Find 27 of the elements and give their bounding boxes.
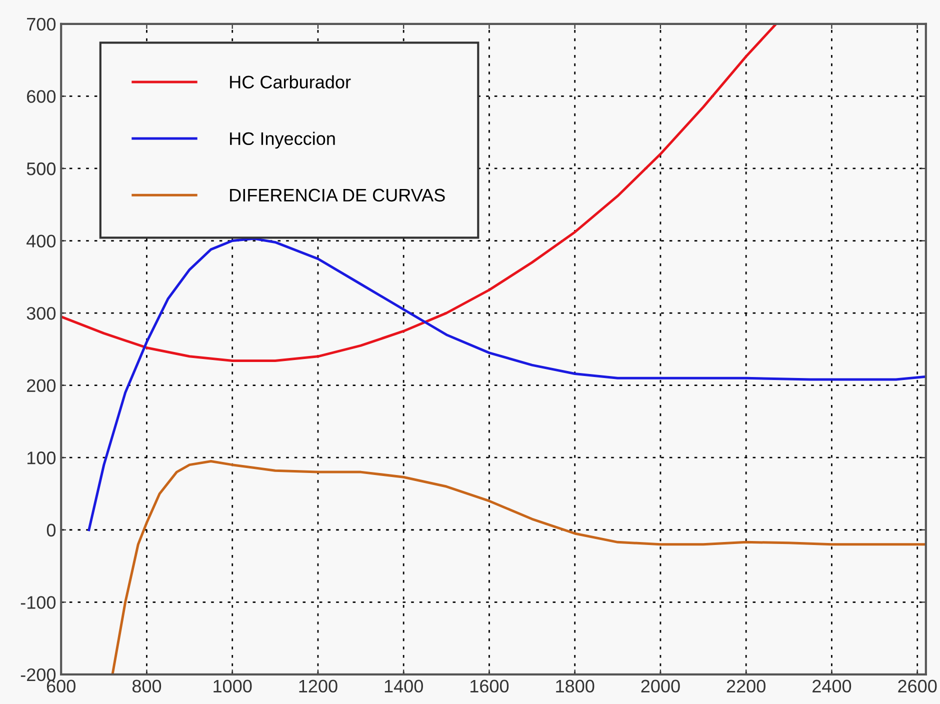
y-tick-label: 100 bbox=[27, 452, 56, 464]
y-tick-label: 0 bbox=[46, 524, 56, 537]
legend-label: DIFERENCIA DE CURVAS bbox=[230, 188, 445, 202]
x-tick-label: 1400 bbox=[384, 680, 423, 693]
x-tick-label: 1800 bbox=[556, 680, 594, 693]
y-tick-label: -100 bbox=[20, 596, 56, 609]
x-tick-label: 2000 bbox=[641, 680, 680, 693]
y-tick-label: 600 bbox=[27, 90, 56, 103]
y-tick-label: 700 bbox=[27, 18, 56, 31]
y-tick-label: 500 bbox=[26, 162, 56, 176]
x-tick-label: 1600 bbox=[470, 680, 509, 693]
x-tick-label: 1200 bbox=[299, 680, 338, 693]
x-tick-label: 2600 bbox=[898, 680, 937, 693]
legend-label: HC Inyeccion bbox=[230, 132, 335, 149]
legend-label: HC Carburador bbox=[230, 75, 351, 88]
line-series bbox=[88, 237, 926, 532]
line-series bbox=[61, 24, 778, 362]
y-tick-label: -200 bbox=[20, 668, 56, 682]
y-tick-label: 300 bbox=[26, 306, 56, 320]
x-tick-label: 600 bbox=[46, 680, 76, 693]
y-tick-label: 200 bbox=[27, 379, 56, 392]
x-tick-label: 800 bbox=[132, 680, 162, 693]
x-tick-label: 2400 bbox=[812, 680, 852, 693]
y-tick-label: 400 bbox=[26, 234, 56, 248]
x-tick-label: 1000 bbox=[214, 680, 252, 693]
line-series bbox=[111, 460, 926, 674]
x-tick-label: 2200 bbox=[726, 680, 766, 693]
